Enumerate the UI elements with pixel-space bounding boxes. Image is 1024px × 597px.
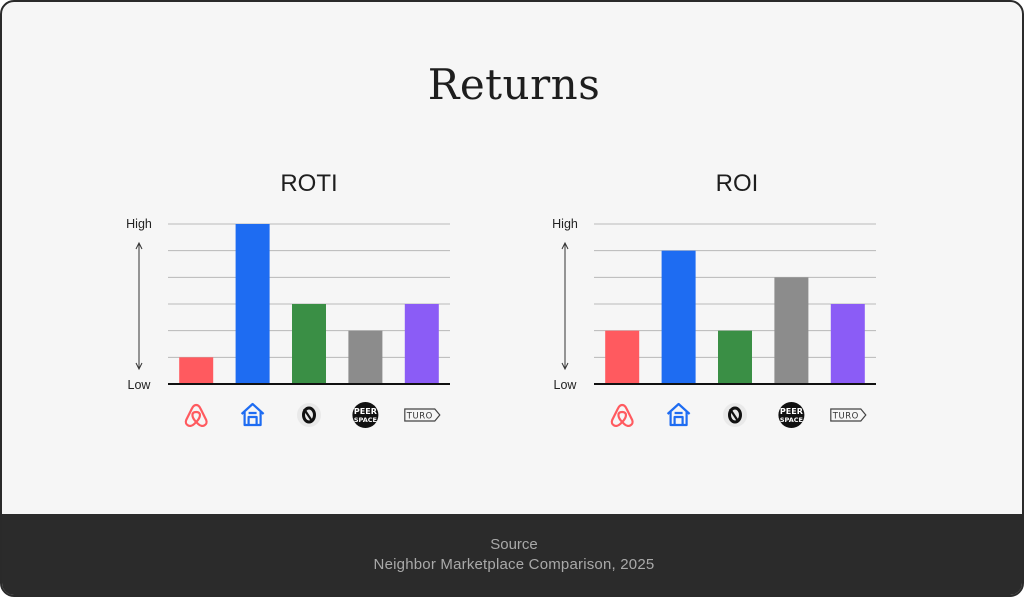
bar-neighbor bbox=[661, 250, 696, 384]
bar-turo bbox=[404, 304, 439, 384]
bar-peerspace bbox=[774, 277, 809, 384]
airbnb-icon bbox=[184, 403, 208, 427]
turo-icon: TURO bbox=[830, 408, 867, 422]
turo-icon: TURO bbox=[404, 408, 441, 422]
neighbor-house-icon bbox=[666, 402, 691, 427]
y-label-low: Low bbox=[554, 378, 578, 392]
page-title: Returns bbox=[427, 60, 601, 109]
outdoorsy-icon bbox=[297, 403, 321, 427]
svg-text:PEER: PEER bbox=[354, 407, 377, 416]
bar-neighbor bbox=[235, 224, 270, 384]
y-label-high: High bbox=[126, 217, 152, 231]
y-label-high: High bbox=[552, 217, 578, 231]
arrow-down-icon bbox=[135, 362, 143, 371]
svg-text:TURO: TURO bbox=[832, 412, 859, 422]
arrow-down-icon bbox=[561, 362, 569, 371]
airbnb-icon bbox=[610, 403, 634, 427]
bar-outdoorsy bbox=[718, 330, 752, 384]
bar-outdoorsy bbox=[292, 304, 326, 384]
source-label: Source bbox=[490, 536, 538, 553]
svg-text:SPACE: SPACE bbox=[780, 416, 803, 424]
outdoorsy-icon bbox=[723, 403, 747, 427]
chart-title: ROI bbox=[716, 170, 759, 197]
footer: Source Neighbor Marketplace Comparison, … bbox=[2, 514, 1022, 595]
neighbor-house-icon bbox=[240, 402, 265, 427]
bar-turo bbox=[830, 304, 865, 384]
chart-title: ROTI bbox=[280, 170, 337, 197]
bar-airbnb bbox=[179, 357, 214, 384]
bar-peerspace bbox=[348, 330, 383, 384]
svg-text:PEER: PEER bbox=[780, 407, 803, 416]
y-label-low: Low bbox=[128, 378, 152, 392]
source-text: Neighbor Marketplace Comparison, 2025 bbox=[373, 556, 655, 573]
bar-airbnb bbox=[605, 330, 640, 384]
svg-text:TURO: TURO bbox=[406, 412, 433, 422]
arrow-up-icon bbox=[135, 241, 143, 250]
arrow-up-icon bbox=[561, 241, 569, 250]
svg-text:SPACE: SPACE bbox=[354, 416, 377, 424]
